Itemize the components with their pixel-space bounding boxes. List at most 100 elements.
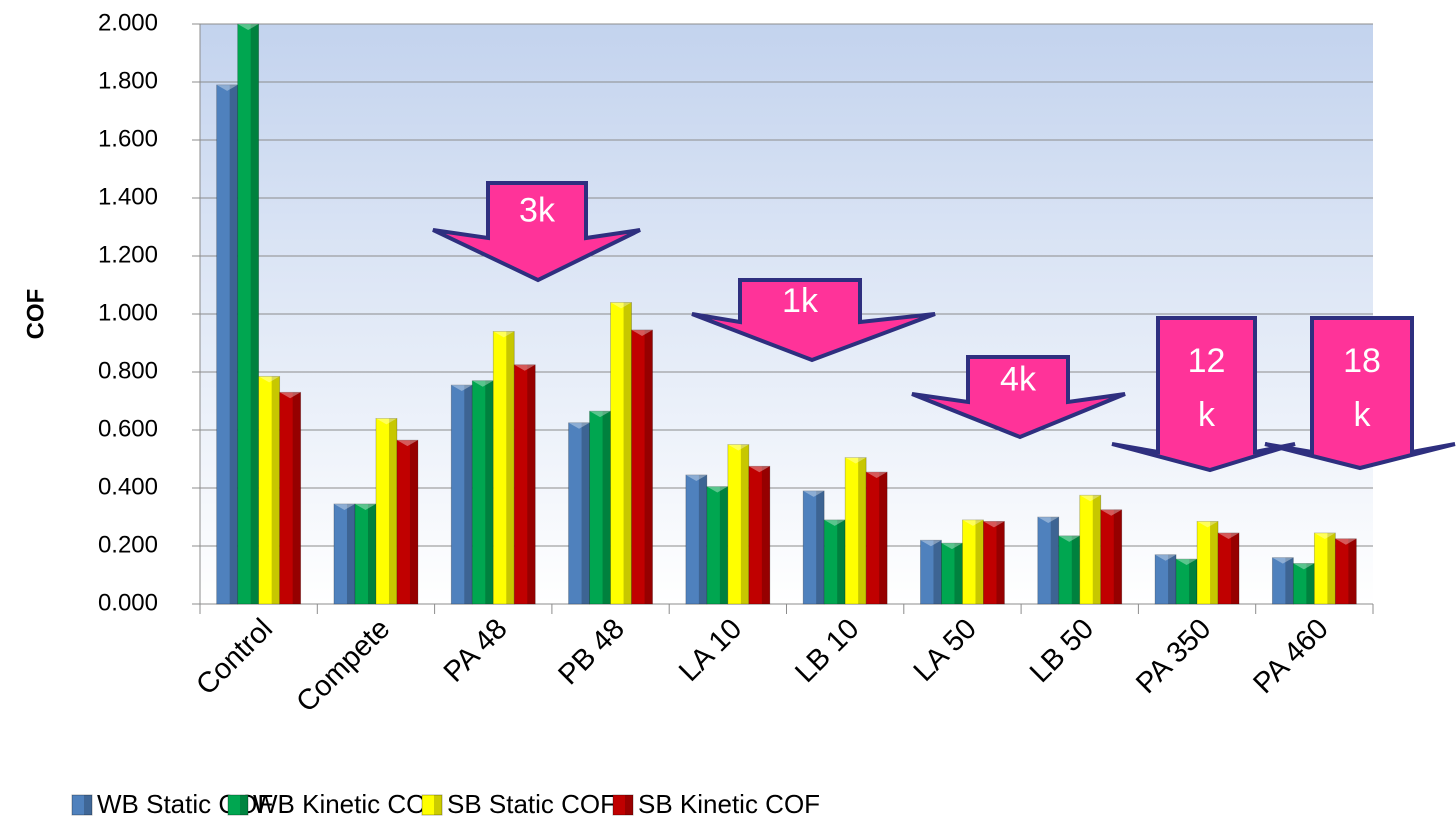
bar-cap — [354, 503, 376, 510]
bar-shade — [409, 440, 418, 604]
bar-shade — [346, 503, 355, 604]
bar-shade — [719, 486, 728, 604]
bar-cap — [845, 457, 867, 464]
annotation-text: k — [1198, 396, 1216, 434]
legend-swatch — [71, 794, 93, 816]
annotation-text: k — [1354, 396, 1372, 434]
bar-shade — [1189, 559, 1198, 604]
y-tick-label: 0.400 — [98, 473, 158, 500]
bar — [865, 471, 888, 605]
bar-cap — [803, 490, 825, 497]
y-tick-label: 1.000 — [98, 299, 158, 326]
annotation-arrow — [691, 278, 936, 363]
x-tick-label: LB 10 — [789, 613, 865, 689]
bar-cap — [1197, 521, 1219, 528]
bar-shade — [250, 24, 259, 604]
bar-shade — [1231, 532, 1240, 604]
legend-swatch-shade — [625, 795, 633, 815]
x-tick-label: LA 50 — [908, 613, 983, 688]
bar-shade — [1327, 532, 1336, 604]
bar-cap — [866, 472, 888, 479]
bar-shade — [292, 392, 301, 604]
x-tick-label: PA 48 — [438, 613, 514, 689]
bar-shade — [975, 519, 984, 604]
bar-shade — [1113, 509, 1122, 604]
bar-cap — [1293, 563, 1315, 570]
bar-cap — [216, 84, 238, 91]
y-tick-label: 1.400 — [98, 183, 158, 210]
annotation-text: 4k — [1000, 360, 1037, 398]
bar-shade — [1050, 517, 1059, 604]
bar-cap — [375, 418, 397, 425]
bar-cap — [237, 24, 259, 30]
bar-shade — [527, 364, 536, 604]
bar-shade — [761, 466, 770, 604]
bar — [1217, 532, 1240, 605]
bar-shade — [740, 444, 749, 604]
x-tick-label: LA 10 — [673, 613, 748, 688]
bar-cap — [983, 521, 1005, 528]
legend-swatch-shade — [434, 795, 442, 815]
legend-label: SB Kinetic COF — [638, 789, 820, 819]
bar-shade — [879, 472, 888, 604]
bar-shade — [996, 521, 1005, 604]
legend-label: SB Static COF — [447, 789, 616, 819]
bar-cap — [962, 519, 984, 526]
legend-swatch — [227, 794, 249, 816]
bar-cap — [706, 486, 728, 493]
x-tick-label: PA 350 — [1130, 613, 1217, 700]
bar-cap — [1100, 509, 1122, 516]
annotation-text: 12 — [1188, 342, 1226, 380]
bar-shade — [464, 385, 473, 604]
y-tick-label: 0.600 — [98, 415, 158, 442]
annotation-text: 3k — [519, 191, 556, 229]
bar-shade — [954, 543, 963, 604]
bar-shade — [816, 490, 825, 604]
x-tick-label: LB 50 — [1024, 613, 1100, 689]
x-tick-label: PA 460 — [1247, 613, 1334, 700]
bar-shade — [1348, 538, 1357, 604]
bar-shade — [271, 376, 280, 604]
bar-shade — [485, 380, 494, 604]
bar — [237, 23, 260, 605]
bar-cap — [1218, 532, 1240, 539]
bar-shade — [1210, 521, 1219, 604]
bar-cap — [568, 422, 590, 429]
bar-cap — [631, 329, 653, 336]
annotation-arrow — [432, 181, 641, 283]
bar-cap — [727, 444, 749, 451]
bar-shade — [623, 302, 632, 604]
legend-swatch — [421, 794, 443, 816]
bar-cap — [1058, 535, 1080, 542]
y-tick-label: 0.800 — [98, 357, 158, 384]
bar-cap — [941, 543, 963, 550]
bar-shade — [581, 422, 590, 604]
bar-shade — [858, 457, 867, 604]
bar-cap — [493, 331, 515, 338]
bar-cap — [514, 364, 536, 371]
y-tick-label: 0.200 — [98, 531, 158, 558]
bar-cap — [472, 380, 494, 387]
bar-shade — [1071, 535, 1080, 604]
bar-cap — [1079, 495, 1101, 502]
x-tick-label: PB 48 — [552, 613, 630, 691]
bar-shade — [1306, 563, 1315, 604]
bar-cap — [258, 376, 280, 383]
y-tick-label: 1.800 — [98, 67, 158, 94]
bar-shade — [698, 474, 707, 604]
y-tick-label: 1.600 — [98, 125, 158, 152]
bar-shade — [388, 418, 397, 604]
bar-shade — [1092, 495, 1101, 604]
y-tick-label: 1.200 — [98, 241, 158, 268]
y-axis-label: COF — [22, 289, 49, 340]
bar-cap — [1272, 557, 1294, 564]
bar — [279, 391, 302, 605]
bar-cap — [610, 302, 632, 309]
legend-label: WB Kinetic COF — [253, 789, 442, 819]
bar-cap — [589, 411, 611, 418]
bar-cap — [1335, 538, 1357, 545]
bar-shade — [367, 503, 376, 604]
annotation-text: 18 — [1343, 342, 1381, 380]
x-tick-label: Control — [190, 613, 279, 702]
